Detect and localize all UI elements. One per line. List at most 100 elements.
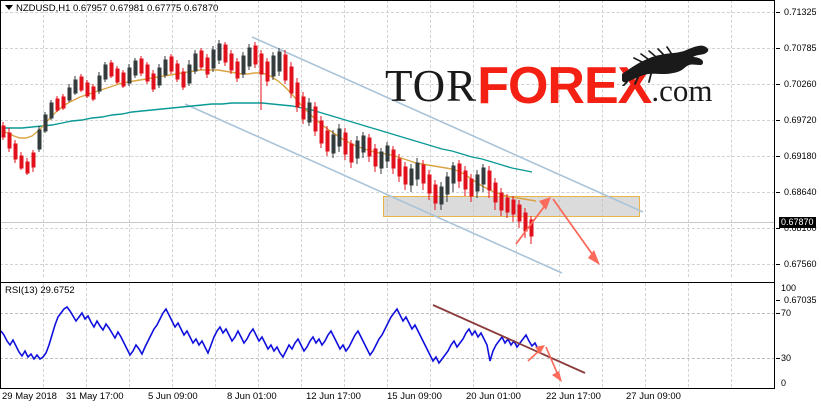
grid-line-vertical [516,283,517,387]
time-axis-label: 31 May 17:00 [66,391,124,402]
grid-line-vertical [86,0,87,277]
time-axis-label: 5 Jun 09:00 [148,391,198,402]
price-chart-canvas [1,36,644,274]
rsi-axis-label: 30 [781,353,792,363]
rsi-axis-label: 100 [781,283,797,293]
grid-line-vertical [602,0,603,277]
grid-line-vertical [215,0,216,277]
price-axis-label: 0.71325 [784,7,817,17]
axis-tick [776,48,780,49]
price-pane[interactable]: TOR FOREX .com NZDUSD,H1 0.67957 0.67981… [0,0,775,277]
grid-line-vertical [43,283,44,387]
grid-line-vertical [559,283,560,387]
time-axis-label: 8 Jun 01:00 [227,391,277,402]
candlestick-series [1,40,534,244]
grid-line-vertical [645,0,646,277]
grid-line-horizontal [0,228,775,229]
grid-line-vertical [602,283,603,387]
rsi-axis-label: 0 [781,378,787,388]
symbol-header: NZDUSD,H1 0.67957 0.67981 0.67775 0.6787… [5,3,218,14]
time-axis-label: 20 Jun 01:00 [466,391,521,402]
grid-line-vertical [301,0,302,277]
symbol-header-text: NZDUSD,H1 0.67957 0.67981 0.67775 0.6787… [16,3,219,14]
grid-line-vertical [430,0,431,277]
rsi-line [0,305,539,365]
grid-line-horizontal [0,264,775,265]
chart-frame-top [0,0,775,1]
grid-line-vertical [473,283,474,387]
axis-tick [776,264,780,265]
price-scale[interactable]: 0.71325 0.70785 0.70260 0.69720 0.69180 … [775,0,821,389]
price-axis-label: 0.70260 [784,79,817,89]
chart-frame-right [774,0,775,389]
rsi-level-30 [0,358,775,359]
rsi-pane[interactable] [0,283,775,387]
logo-text-tor: TOR [385,61,478,111]
time-axis-label: 22 Jun 17:00 [546,391,601,402]
axis-tick [776,120,780,121]
rsi-trendline[interactable] [432,304,586,374]
rsi-forecast-arrows[interactable] [527,345,562,382]
grid-line-vertical [645,283,646,387]
time-axis-label: 27 Jun 09:00 [626,391,681,402]
grid-line-horizontal [0,84,775,85]
time-scale[interactable]: 29 May 2018 31 May 17:00 5 Jun 09:00 8 J… [0,389,821,414]
price-axis-label: 0.68640 [784,187,817,197]
chart-frame-bottom [0,388,775,389]
grid-line-vertical [344,283,345,387]
grid-line-vertical [258,0,259,277]
grid-line-horizontal [0,48,775,49]
trend-channel [184,36,644,274]
grid-line-vertical [516,0,517,277]
grid-line-vertical [387,0,388,277]
grid-line-vertical [301,283,302,387]
logo-text-forex: FOREX [477,57,652,115]
grid-line-vertical [43,0,44,277]
axis-tick [776,313,780,314]
price-axis-label: 0.70785 [784,43,817,53]
grid-line-vertical [731,283,732,387]
rsi-chart-canvas [0,304,586,382]
current-price-line [0,222,775,223]
price-axis-label: 0.67035 [784,295,817,305]
axis-tick [776,12,780,13]
grid-line-vertical [473,0,474,277]
axis-tick [776,228,780,229]
rsi-indicator-label: RSI(13) 29.6752 [5,285,75,296]
logo-text-com: .com [651,73,713,108]
grid-line-horizontal [0,192,775,193]
rsi-axis-label: 70 [781,308,792,318]
grid-line-vertical [129,0,130,277]
grid-line-vertical [387,283,388,387]
current-price-label: 0.67870 [779,217,816,228]
chevron-down-icon[interactable] [5,4,13,10]
grid-line-vertical [688,283,689,387]
grid-line-vertical [172,0,173,277]
time-axis-label: 15 Jun 09:00 [387,391,442,402]
grid-line-vertical [688,0,689,277]
bull-icon [622,45,709,86]
price-axis-label: 0.69720 [784,115,817,125]
time-axis-label: 29 May 2018 [2,391,57,402]
grid-line-vertical [129,283,130,387]
rsi-level-70 [0,313,775,314]
price-axis-label: 0.68100 [784,223,817,233]
chart-frame-left [0,0,1,389]
axis-tick [776,84,780,85]
grid-line-vertical [86,283,87,387]
grid-line-horizontal [0,12,775,13]
grid-line-horizontal [0,120,775,121]
grid-line-vertical [258,283,259,387]
time-axis-label: 12 Jun 17:00 [306,391,361,402]
price-axis-label: 0.67560 [784,259,817,269]
grid-line-vertical [731,0,732,277]
axis-tick [776,156,780,157]
price-axis-label: 0.69180 [784,151,817,161]
grid-line-vertical [172,283,173,387]
grid-line-vertical [430,283,431,387]
axis-tick [776,192,780,193]
forecast-arrows[interactable] [515,197,600,265]
torforex-logo: TOR FOREX .com [385,45,713,115]
moving-average-slow [2,102,533,173]
